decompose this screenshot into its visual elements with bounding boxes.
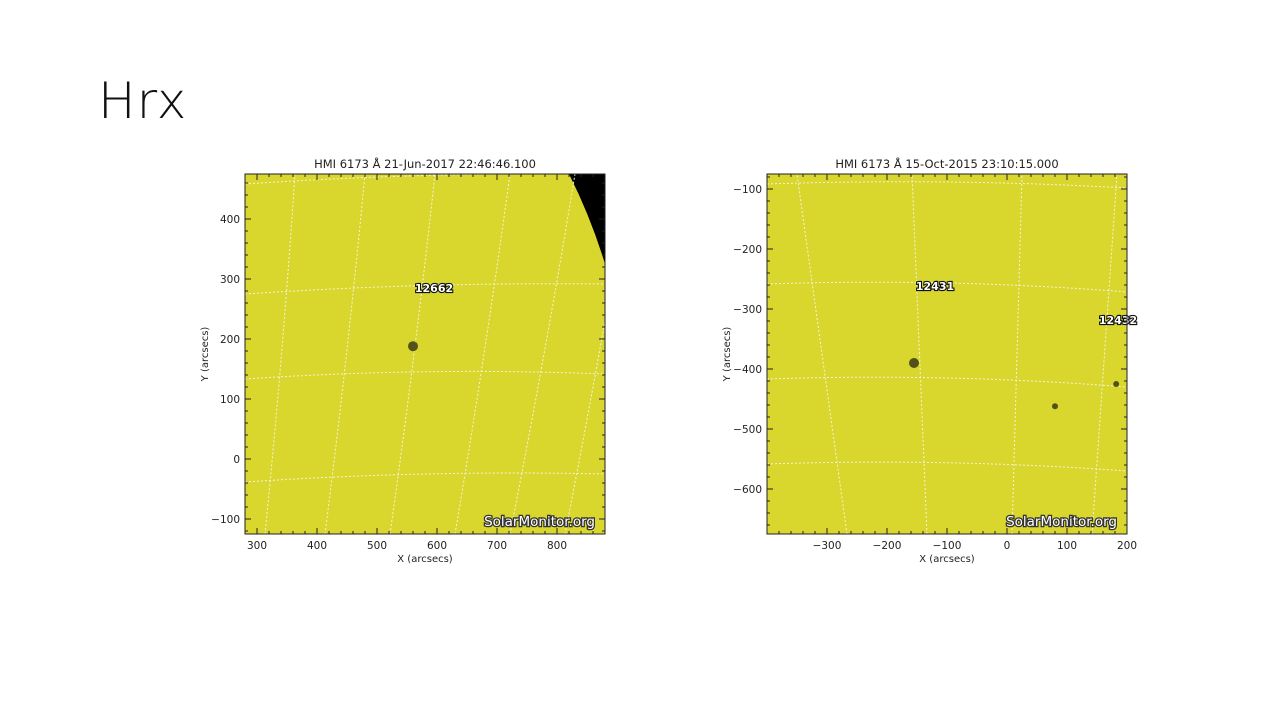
longitude-line xyxy=(389,174,436,534)
sunspot xyxy=(1052,403,1058,410)
longitude-line xyxy=(324,174,366,534)
x-tick-label: −200 xyxy=(873,540,902,552)
longitude-line xyxy=(1011,174,1023,534)
longitude-line xyxy=(1091,174,1118,534)
y-tick-label: −500 xyxy=(733,424,762,436)
y-tick-label: −600 xyxy=(733,484,762,496)
watermark-text: SolarMonitor.org xyxy=(1006,514,1117,530)
x-tick-label: −300 xyxy=(813,540,842,552)
x-tick-label: 300 xyxy=(247,540,267,552)
image-area xyxy=(767,174,1127,534)
hmi-image-plot-left: 12662 SolarMonitor.org 300 400 500 600 700 800 −… xyxy=(200,156,606,565)
active-region-label: 12662 xyxy=(415,282,453,295)
x-tick-label: 0 xyxy=(1004,540,1011,552)
y-tick-label: −100 xyxy=(211,514,240,526)
image-area xyxy=(245,174,605,534)
longitude-line xyxy=(454,174,511,534)
x-tick-label: 200 xyxy=(1117,540,1137,552)
watermark-text: SolarMonitor.org xyxy=(484,514,595,530)
off-limb-space xyxy=(569,174,605,264)
sunspot xyxy=(909,358,919,368)
x-axis-title: X (arcsecs) xyxy=(397,554,453,565)
x-tick-label: 100 xyxy=(1057,540,1077,552)
y-axis-title: Y (arcsecs) xyxy=(200,327,211,383)
y-tick-label: −200 xyxy=(733,244,762,256)
x-tick-label: 600 xyxy=(427,540,447,552)
solar-image-panel-left: 12662 SolarMonitor.org 300 400 500 600 700 800 −… xyxy=(190,150,640,570)
longitude-line xyxy=(911,174,928,534)
sunspot xyxy=(1113,381,1120,387)
latitude-line xyxy=(767,181,1127,189)
latitude-line xyxy=(767,281,1127,293)
y-tick-label: −400 xyxy=(733,364,762,376)
axis-ticks xyxy=(766,174,1128,534)
heliographic-grid xyxy=(767,174,1127,534)
plot-title: HMI 6173 Å 21-Jun-2017 22:46:46.100 xyxy=(314,156,536,171)
solar-image-panel-right: 12431 12432 SolarMonitor.org −300 −200 −100 0 1… xyxy=(712,150,1142,570)
latitude-line xyxy=(245,370,605,380)
x-tick-label: 800 xyxy=(547,540,567,552)
y-tick-label: −100 xyxy=(733,184,762,196)
latitude-line xyxy=(767,461,1127,472)
longitude-line xyxy=(264,174,296,534)
hmi-image-plot-right: 12431 12432 SolarMonitor.org −300 −200 −100 0 1… xyxy=(722,156,1138,565)
longitude-line xyxy=(796,174,848,534)
y-tick-label: 100 xyxy=(220,394,240,406)
latitude-line xyxy=(245,472,605,483)
active-region-label: 12432 xyxy=(1099,314,1137,327)
axis-ticks xyxy=(244,174,606,534)
longitude-line xyxy=(509,174,576,534)
x-tick-label: 400 xyxy=(307,540,327,552)
y-tick-label: 300 xyxy=(220,274,240,286)
y-tick-label: 200 xyxy=(220,334,240,346)
latitude-line xyxy=(245,283,605,295)
y-tick-label: 400 xyxy=(220,214,240,226)
x-tick-label: 500 xyxy=(367,540,387,552)
slide-title: Hrx xyxy=(98,72,188,130)
latitude-line xyxy=(767,376,1127,388)
solar-disk xyxy=(245,174,605,534)
longitude-line xyxy=(564,317,605,534)
x-tick-label: 700 xyxy=(487,540,507,552)
x-axis-title: X (arcsecs) xyxy=(919,554,975,565)
y-tick-label: 0 xyxy=(233,454,240,466)
sunspot xyxy=(408,341,418,352)
plot-title: HMI 6173 Å 15-Oct-2015 23:10:15.000 xyxy=(835,156,1058,171)
solar-disk xyxy=(767,174,1127,534)
active-region-label: 12431 xyxy=(916,280,954,293)
y-axis-title: Y (arcsecs) xyxy=(722,327,733,383)
y-tick-label: −300 xyxy=(733,304,762,316)
x-tick-label: −100 xyxy=(933,540,962,552)
